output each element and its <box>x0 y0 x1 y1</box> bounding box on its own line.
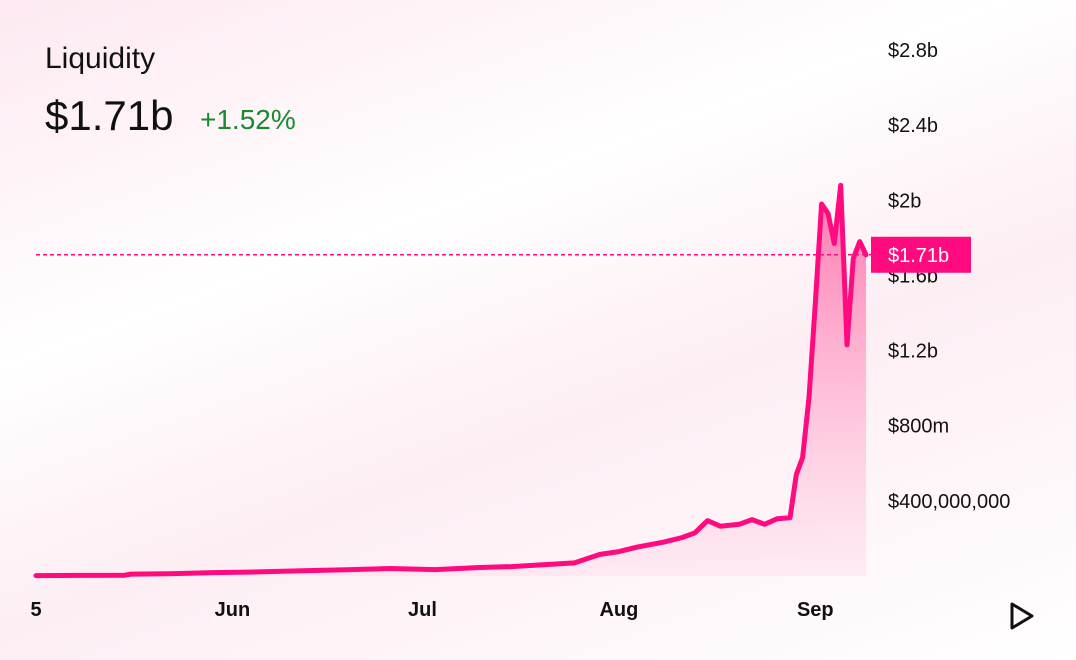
current-value: $1.71b <box>45 92 174 139</box>
x-tick-label: Jun <box>215 599 251 621</box>
current-value-badge: $1.71b <box>871 236 971 273</box>
chart-title: Liquidity <box>45 42 156 75</box>
x-tick-label: Sep <box>797 599 834 621</box>
liquidity-line <box>33 182 869 579</box>
y-tick-label: $2.8b <box>888 40 938 62</box>
y-tick-label: $800m <box>888 416 949 438</box>
y-tick-label: $1.2b <box>888 341 938 363</box>
x-tick-label: Jul <box>408 599 437 621</box>
y-tick-label: $2b <box>888 190 921 212</box>
y-tick-label: $2.4b <box>888 115 938 137</box>
liquidity-area <box>36 185 866 577</box>
x-tick-label: 5 <box>30 599 41 621</box>
y-tick-label: $400,000,000 <box>888 491 1010 513</box>
x-tick-label: Aug <box>599 599 638 621</box>
play-icon[interactable] <box>1008 600 1036 632</box>
percent-change: +1.52% <box>200 104 296 135</box>
current-value-badge-label: $1.71b <box>888 245 949 267</box>
